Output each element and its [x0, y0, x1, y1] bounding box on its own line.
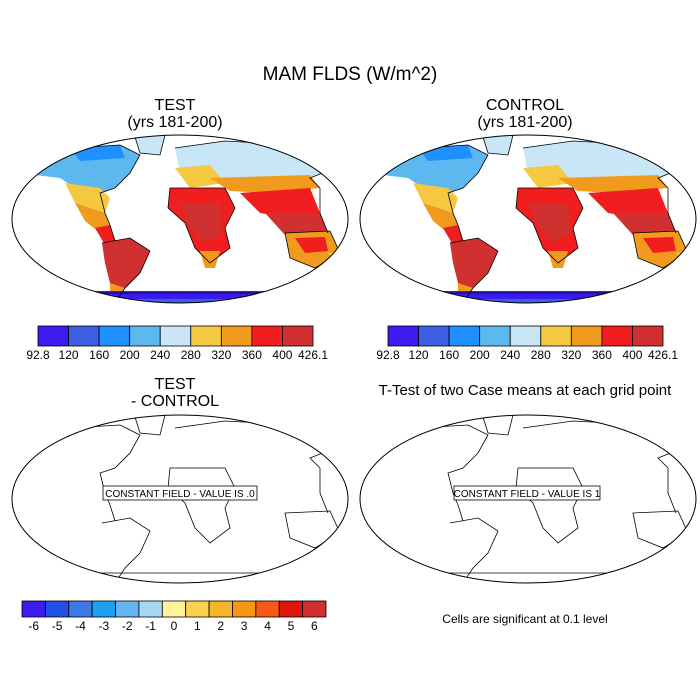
colorbar-tick-label: -5 [52, 619, 63, 633]
colorbar-labels: -6 -5 -4 -3 -2 -1 0 1 2 3 4 5 6 [28, 619, 318, 633]
colorbar-swatch [44, 600, 70, 618]
colorbar-swatch [208, 600, 233, 618]
colorbar-swatch [159, 325, 192, 347]
colorbar-tick-label: 92.8 [26, 348, 50, 362]
colorbar-swatch [540, 325, 572, 347]
colorbar-tick-label: 240 [500, 348, 520, 362]
globe-outline [359, 134, 697, 304]
colorbar-swatches [37, 325, 314, 347]
colorbar-swatch [302, 600, 327, 618]
constant-field-box [453, 485, 601, 501]
colorbar-tick-label: 360 [592, 348, 612, 362]
colorbar-tick-label: 0 [171, 619, 178, 633]
colorbar-swatch [115, 600, 140, 618]
control-panel-title: CONTROL (yrs 181-200) [450, 97, 600, 131]
colorbar-tick-label: 320 [561, 348, 581, 362]
colorbar-tick-label: -3 [99, 619, 110, 633]
flds-colorbar-test: 92.8 120 160 200 240 280 320 360 400 426.1 [26, 325, 328, 362]
diff-constant-message: CONSTANT FIELD - VALUE IS .0 [105, 489, 255, 500]
colorbar-tick-label: 200 [120, 348, 140, 362]
diff-map: CONSTANT FIELD - VALUE IS .0 [11, 414, 349, 584]
colorbar-swatches [21, 600, 327, 618]
colorbar-swatch [68, 600, 93, 618]
colorbar-tick-label: 4 [264, 619, 271, 633]
colorbar-tick-label: 92.8 [376, 348, 400, 362]
colorbar-tick-label: 280 [531, 348, 551, 362]
significance-note: Cells are significant at 0.1 level [442, 612, 608, 626]
colorbar-tick-label: 200 [470, 348, 490, 362]
colorbar-swatch [632, 325, 664, 347]
diff-colorbar: -6 -5 -4 -3 -2 -1 0 1 2 3 4 5 6 [21, 600, 327, 633]
colorbar-swatches [387, 325, 664, 347]
ttest-constant-message: CONSTANT FIELD - VALUE IS 1 [454, 489, 601, 500]
control-map [359, 134, 697, 304]
control-subtitle: (yrs 181-200) [477, 114, 573, 131]
test-subtitle: (yrs 181-200) [127, 114, 223, 131]
colorbar-tick-label: -1 [145, 619, 156, 633]
colorbar-swatch [255, 600, 280, 618]
colorbar-tick-label: 5 [288, 619, 295, 633]
colorbar-tick-label: 3 [241, 619, 248, 633]
constant-field-box [102, 485, 258, 501]
globe-outline [11, 414, 349, 584]
colorbar-tick-label: 400 [622, 348, 642, 362]
colorbar-swatch [68, 325, 100, 347]
colorbar-swatch [601, 325, 633, 347]
colorbar-swatch [129, 325, 161, 347]
colorbar-swatch [418, 325, 450, 347]
colorbar-swatch [251, 325, 283, 347]
colorbar-swatch [448, 325, 481, 347]
control-title: CONTROL [485, 97, 565, 114]
colorbar-tick-label: 2 [217, 619, 224, 633]
colorbar-swatch [278, 600, 304, 618]
colorbar-swatch [570, 325, 603, 347]
colorbar-tick-label: -6 [28, 619, 39, 633]
colorbar-tick-label: -4 [75, 619, 86, 633]
colorbar-tick-label: 120 [59, 348, 79, 362]
colorbar-tick-label: 6 [311, 619, 318, 633]
colorbar-tick-label: 426.1 [648, 348, 678, 362]
colorbar-labels: 92.8 120 160 200 240 280 320 360 400 426.1 [26, 348, 328, 362]
colorbar-tick-label: 320 [211, 348, 231, 362]
ttest-map: CONSTANT FIELD - VALUE IS 1 [359, 414, 697, 584]
colorbar-tick-label: 1 [194, 619, 201, 633]
colorbar-tick-label: -2 [122, 619, 133, 633]
globe-outline [359, 414, 697, 584]
colorbar-tick-label: 400 [272, 348, 292, 362]
figure-title: MAM FLDS (W/m^2) [262, 64, 438, 85]
colorbar-swatch [387, 325, 419, 347]
diff-subtitle: - CONTROL [131, 393, 219, 410]
colorbar-swatch [185, 600, 210, 618]
colorbar-tick-label: 240 [150, 348, 170, 362]
colorbar-tick-label: 426.1 [298, 348, 328, 362]
colorbar-tick-label: 280 [181, 348, 201, 362]
colorbar-swatch [161, 600, 187, 618]
colorbar-labels: 92.8 120 160 200 240 280 320 360 400 426.1 [376, 348, 678, 362]
colorbar-swatch [220, 325, 253, 347]
colorbar-swatch [190, 325, 222, 347]
test-map [11, 134, 349, 304]
colorbar-swatch [509, 325, 542, 347]
colorbar-swatch [232, 600, 257, 618]
globe-outline [11, 134, 349, 304]
colorbar-swatch [91, 600, 116, 618]
ttest-title: T-Test of two Case means at each grid po… [378, 382, 672, 399]
colorbar-tick-label: 160 [89, 348, 109, 362]
test-title: TEST [154, 97, 196, 114]
colorbar-swatch [21, 600, 46, 618]
diff-title: TEST [154, 376, 196, 393]
diff-panel-title: TEST - CONTROL [100, 376, 250, 410]
flds-colorbar-control: 92.8 120 160 200 240 280 320 360 400 426.1 [376, 325, 678, 362]
test-panel-title: TEST (yrs 181-200) [100, 97, 250, 131]
colorbar-tick-label: 120 [409, 348, 429, 362]
colorbar-swatch [138, 600, 163, 618]
colorbar-swatch [479, 325, 511, 347]
colorbar-tick-label: 360 [242, 348, 262, 362]
colorbar-swatch [37, 325, 69, 347]
colorbar-swatch [98, 325, 131, 347]
colorbar-tick-label: 160 [439, 348, 459, 362]
colorbar-swatch [282, 325, 314, 347]
